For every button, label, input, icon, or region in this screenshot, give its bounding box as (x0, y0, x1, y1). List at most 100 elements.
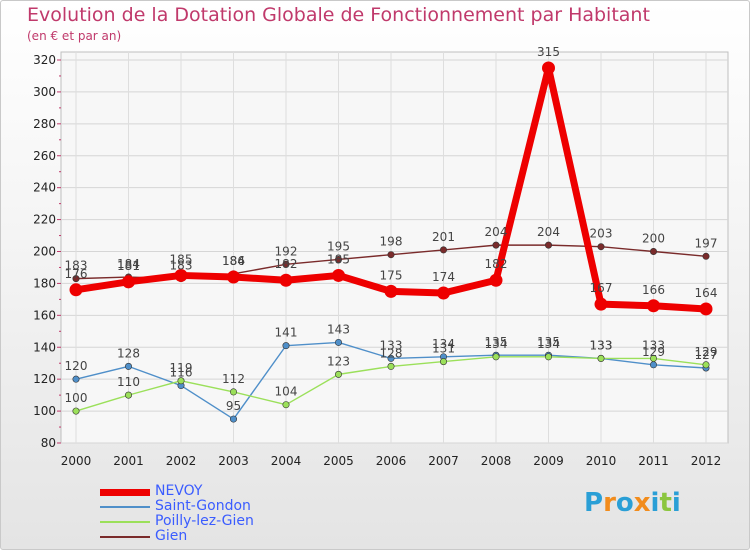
data-point (492, 353, 500, 361)
data-point (174, 268, 188, 282)
y-tick-label: 80 (41, 436, 56, 450)
legend-label: Saint-Gondon (155, 498, 251, 514)
data-label: 184 (222, 254, 245, 268)
data-point (334, 338, 342, 346)
data-point (332, 268, 345, 282)
data-label: 195 (327, 239, 350, 253)
data-label: 198 (380, 235, 403, 249)
data-label: 120 (65, 359, 88, 373)
x-tick-label: 2000 (61, 454, 92, 468)
data-point (649, 354, 657, 362)
logo-letter: i (650, 488, 660, 518)
data-label: 186 (222, 254, 245, 268)
data-point (387, 362, 395, 370)
chart-subtitle: (en € et par an) (27, 29, 122, 43)
data-point (437, 286, 450, 300)
y-tick-label: 180 (33, 276, 56, 290)
logo-letter: P (584, 488, 604, 518)
data-point (699, 302, 713, 316)
y-tick-label: 320 (33, 53, 56, 67)
x-tick-label: 2011 (638, 454, 669, 468)
data-point (125, 362, 133, 370)
data-label: 181 (117, 259, 140, 273)
data-label: 197 (695, 236, 718, 250)
logo-letter: i (671, 488, 681, 518)
data-point (702, 252, 710, 260)
data-point (439, 358, 447, 366)
data-point (544, 353, 552, 361)
legend-swatch (100, 521, 150, 523)
data-label: 203 (590, 227, 613, 241)
data-point (542, 61, 555, 75)
data-label: 141 (275, 326, 298, 340)
data-label: 174 (432, 270, 455, 284)
logo-letter: r (603, 488, 616, 518)
data-point (334, 370, 342, 378)
x-tick-label: 2007 (428, 454, 459, 468)
data-point (439, 246, 447, 254)
data-point (282, 401, 290, 409)
data-label: 201 (432, 230, 455, 244)
y-tick-label: 140 (33, 340, 56, 354)
data-label: 204 (537, 225, 560, 239)
legend-label: Poilly-lez-Gien (155, 513, 254, 529)
data-label: 183 (170, 259, 193, 273)
x-tick-label: 2002 (166, 454, 197, 468)
data-point (282, 260, 290, 268)
logo-letter: o (615, 488, 634, 518)
data-point (230, 388, 238, 396)
data-point (279, 273, 293, 287)
y-tick-label: 120 (33, 372, 56, 386)
data-label: 184 (117, 257, 140, 271)
legend-label: Gien (155, 528, 188, 544)
data-label: 110 (117, 375, 140, 389)
x-tick-label: 2012 (691, 454, 722, 468)
data-label: 133 (590, 338, 613, 352)
data-label: 183 (65, 259, 88, 273)
data-label: 166 (642, 283, 665, 297)
data-point (387, 251, 395, 259)
data-label: 134 (537, 337, 560, 351)
data-label: 112 (222, 372, 245, 386)
data-label: 128 (380, 346, 403, 360)
x-tick-label: 2008 (481, 454, 512, 468)
data-label: 128 (117, 346, 140, 360)
legend-label: NEVOY (155, 483, 203, 499)
proxiti-logo: Proxiti (584, 488, 681, 518)
data-label: 134 (432, 337, 455, 351)
data-label: 133 (590, 338, 613, 352)
y-tick-label: 160 (33, 308, 56, 322)
x-tick-label: 2010 (586, 454, 617, 468)
x-tick-label: 2006 (376, 454, 407, 468)
data-point (702, 361, 710, 369)
data-label: 185 (327, 252, 350, 266)
data-point (597, 243, 605, 251)
y-tick-label: 220 (33, 213, 56, 227)
data-label: 119 (170, 361, 193, 375)
data-point (72, 375, 80, 383)
data-label: 123 (327, 354, 350, 368)
logo-letter: x (633, 488, 651, 518)
data-label: 100 (65, 391, 88, 405)
legend-swatch (100, 488, 150, 496)
logo-letter: t (659, 488, 672, 518)
data-point (72, 275, 80, 283)
data-label: 204 (485, 225, 508, 239)
data-point (334, 255, 342, 263)
data-label: 167 (590, 281, 613, 295)
data-point (387, 354, 395, 362)
data-label: 143 (327, 322, 350, 336)
data-label: 116 (170, 366, 193, 380)
x-tick-label: 2001 (113, 454, 144, 468)
x-tick-label: 2004 (271, 454, 302, 468)
legend-swatch (100, 506, 150, 508)
data-label: 127 (695, 348, 718, 362)
data-label: 182 (485, 257, 508, 271)
data-point (544, 241, 552, 249)
data-point (177, 377, 185, 385)
data-label: 133 (642, 338, 665, 352)
data-label: 175 (380, 268, 403, 282)
x-tick-label: 2005 (323, 454, 354, 468)
y-tick-label: 100 (33, 404, 56, 418)
